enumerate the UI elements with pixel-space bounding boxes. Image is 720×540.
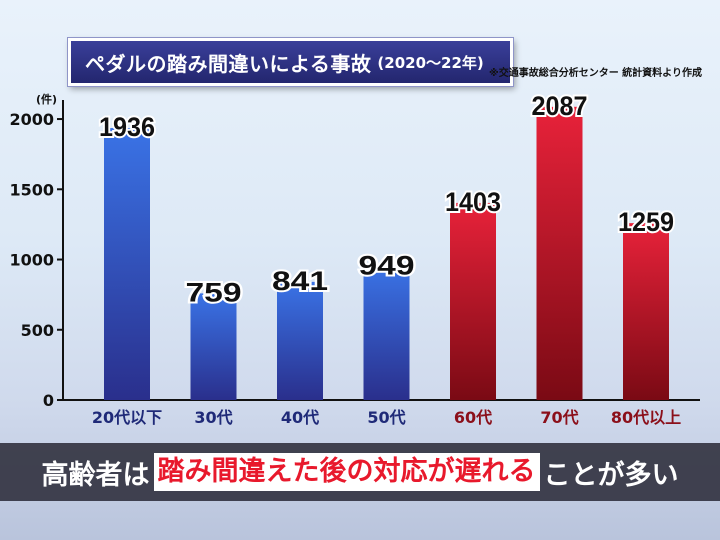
caption-part2: ことが多い bbox=[543, 459, 679, 491]
value-label-2: 841 bbox=[272, 266, 328, 296]
source-note: ※交通事故総合分析センター 統計資料より作成 bbox=[488, 68, 702, 79]
value-label-6: 1259 bbox=[618, 207, 674, 237]
y-tick-label: 1500 bbox=[9, 180, 54, 199]
category-label-6: 80代以上 bbox=[611, 408, 681, 427]
category-label-3: 50代 bbox=[367, 408, 405, 427]
category-label-0: 20代以下 bbox=[92, 408, 162, 427]
bar-1 bbox=[190, 293, 237, 400]
bar-3 bbox=[363, 266, 410, 400]
y-tick-label: 2000 bbox=[9, 110, 54, 129]
bar-5 bbox=[536, 106, 583, 401]
caption-part1: 高齢者は bbox=[41, 459, 150, 491]
value-label-5: 2087 bbox=[532, 91, 588, 121]
category-label-2: 40代 bbox=[281, 408, 319, 427]
value-label-0: 1936 bbox=[99, 112, 155, 142]
value-label-1: 759 bbox=[186, 277, 242, 307]
y-axis-unit: (件) bbox=[36, 92, 57, 106]
bar-6 bbox=[623, 223, 669, 400]
category-label-4: 60代 bbox=[454, 408, 492, 427]
chart-title-box: ペダルの踏み間違いによる事故 (2020〜22年) bbox=[68, 38, 513, 86]
caption-bar: 高齢者は 踏み間違えた後の対応が遅れる ことが多い bbox=[0, 443, 720, 501]
category-label-1: 30代 bbox=[194, 408, 232, 427]
value-label-4: 1403 bbox=[445, 187, 501, 217]
y-tick-label: 500 bbox=[21, 321, 54, 340]
bar-2 bbox=[277, 281, 323, 400]
y-tick-label: 0 bbox=[43, 391, 54, 410]
bar-chart: (件) 0 500 1000 1500 2000 1936 20代以下 759 30代 841 40代… bbox=[9, 89, 700, 427]
caption-highlight: 踏み間違えた後の対応が遅れる bbox=[153, 453, 540, 491]
chart-title: ペダルの踏み間違いによる事故 bbox=[85, 51, 372, 76]
chart-subtitle: (2020〜22年) bbox=[377, 53, 484, 72]
bar-0 bbox=[104, 128, 150, 401]
bar-4 bbox=[450, 202, 496, 400]
y-tick-label: 1000 bbox=[9, 251, 54, 270]
category-label-5: 70代 bbox=[540, 408, 578, 427]
value-label-3: 949 bbox=[359, 251, 415, 281]
